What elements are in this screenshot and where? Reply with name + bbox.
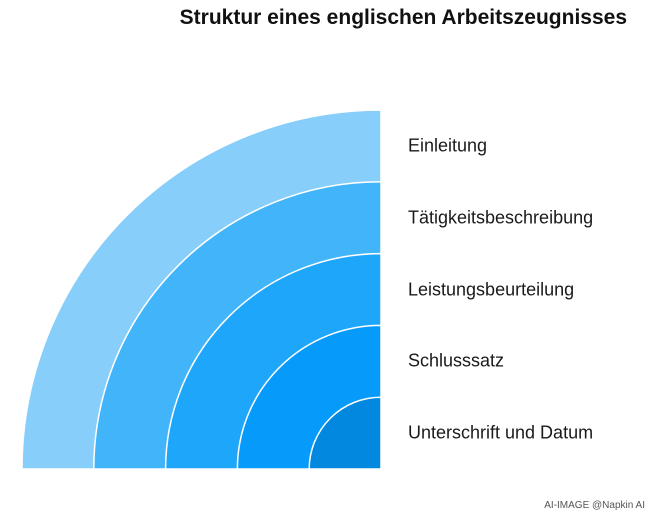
layer-label: Einleitung bbox=[408, 135, 488, 156]
layer-label: Schlusssatz bbox=[408, 350, 505, 371]
watermark: AI-IMAGE @Napkin AI bbox=[544, 500, 645, 511]
layer-label: Leistungsbeurteilung bbox=[408, 279, 575, 299]
diagram-title: Struktur eines englischen Arbeitszeugnis… bbox=[179, 6, 627, 29]
layer-label: Unterschrift und Datum bbox=[408, 422, 594, 443]
layer-arc bbox=[308, 396, 382, 470]
layer-label: Tätigkeitsbeschreibung bbox=[408, 207, 594, 228]
